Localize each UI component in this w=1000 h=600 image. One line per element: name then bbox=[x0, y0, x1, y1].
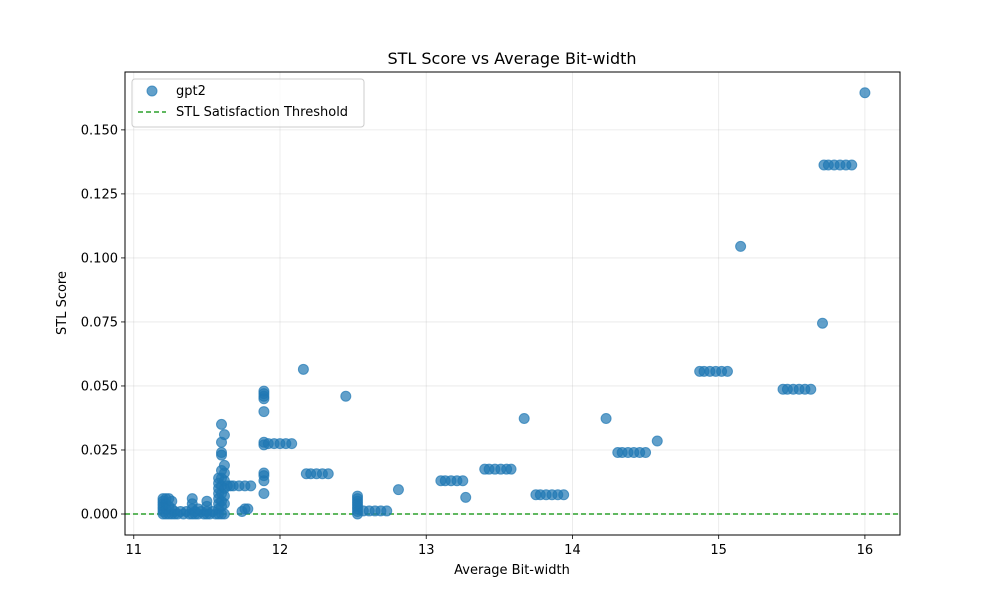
x-tick-label: 11 bbox=[126, 543, 143, 558]
data-point bbox=[460, 491, 472, 503]
x-tick-label: 13 bbox=[418, 543, 435, 558]
data-point bbox=[245, 480, 257, 492]
data-point bbox=[651, 435, 663, 447]
y-tick-label: 0.050 bbox=[81, 379, 118, 394]
data-point bbox=[721, 365, 733, 377]
grid-lines bbox=[125, 72, 900, 535]
y-tick-label: 0.125 bbox=[81, 187, 118, 202]
data-point bbox=[859, 87, 871, 99]
data-point bbox=[258, 385, 270, 397]
data-point bbox=[322, 468, 334, 480]
data-point bbox=[640, 447, 652, 459]
data-point bbox=[258, 488, 270, 500]
x-axis-ticks: 11 12 13 14 15 16 bbox=[126, 535, 874, 558]
data-point bbox=[218, 459, 230, 471]
x-axis-title: Average Bit-width bbox=[454, 563, 570, 578]
data-point bbox=[817, 317, 828, 329]
y-tick-label: 0.025 bbox=[81, 443, 118, 458]
y-tick-label: 0.150 bbox=[81, 123, 118, 138]
data-point bbox=[381, 505, 393, 517]
x-tick-label: 14 bbox=[564, 543, 581, 558]
y-tick-label: 0.075 bbox=[81, 315, 118, 330]
data-point bbox=[242, 503, 254, 515]
data-point bbox=[558, 489, 570, 501]
data-point bbox=[258, 467, 270, 479]
legend-marker-gpt2 bbox=[146, 85, 158, 97]
legend: gpt2 STL Satisfaction Threshold bbox=[131, 78, 365, 128]
data-point bbox=[735, 240, 747, 252]
data-point bbox=[340, 390, 352, 402]
x-tick-label: 12 bbox=[272, 543, 289, 558]
data-point bbox=[218, 508, 230, 520]
data-point bbox=[392, 484, 404, 496]
x-tick-label: 16 bbox=[857, 543, 874, 558]
data-point bbox=[201, 495, 213, 507]
plot-frame bbox=[124, 71, 901, 536]
data-point bbox=[457, 475, 469, 487]
chart-title: STL Score vs Average Bit-width bbox=[387, 49, 636, 68]
data-point bbox=[216, 418, 228, 430]
data-point bbox=[216, 447, 228, 459]
data-point bbox=[166, 495, 178, 507]
data-point bbox=[286, 438, 298, 450]
y-axis-ticks: 0.000 0.025 0.050 0.075 0.100 0.125 0.150 bbox=[81, 123, 125, 523]
data-point bbox=[846, 159, 858, 171]
data-point bbox=[518, 412, 530, 424]
legend-label-gpt2: gpt2 bbox=[176, 84, 206, 99]
legend-label-threshold: STL Satisfaction Threshold bbox=[176, 105, 348, 120]
x-tick-label: 15 bbox=[710, 543, 727, 558]
y-axis-title: STL Score bbox=[55, 271, 70, 335]
data-points bbox=[157, 87, 871, 520]
data-point bbox=[352, 490, 363, 502]
y-tick-label: 0.000 bbox=[81, 508, 118, 523]
data-point bbox=[505, 463, 517, 475]
data-point bbox=[218, 429, 230, 441]
legend-box bbox=[131, 78, 365, 128]
data-point bbox=[258, 406, 270, 418]
data-point bbox=[297, 363, 309, 375]
data-point bbox=[805, 383, 817, 395]
data-point bbox=[600, 412, 612, 424]
y-tick-label: 0.100 bbox=[81, 251, 118, 266]
data-point bbox=[186, 493, 198, 505]
